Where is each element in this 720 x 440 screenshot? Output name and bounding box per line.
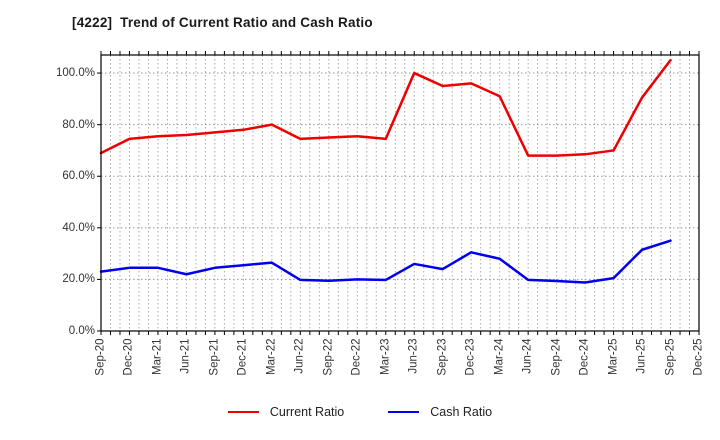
plot-area-border xyxy=(100,54,700,332)
legend: Current Ratio Cash Ratio xyxy=(0,405,720,419)
axis-ticks xyxy=(97,51,700,335)
y-tick-label: 80.0% xyxy=(62,118,95,131)
x-tick-label: Jun-21 xyxy=(179,338,192,374)
x-tick-label: Mar-25 xyxy=(607,338,620,375)
x-tick-label: Sep-25 xyxy=(664,338,677,376)
vertical-gridlines xyxy=(109,55,691,331)
x-tick-label: Dec-25 xyxy=(692,338,705,376)
y-tick-label: 100.0% xyxy=(55,67,95,80)
x-tick-label: Mar-23 xyxy=(379,338,392,375)
series-lines xyxy=(99,58,672,284)
y-tick-label: 20.0% xyxy=(62,273,95,286)
cash-ratio-line xyxy=(99,239,672,284)
x-tick-label: Dec-20 xyxy=(122,338,135,376)
x-tick-label: Dec-23 xyxy=(464,338,477,376)
x-tick-label: Sep-24 xyxy=(550,338,563,376)
legend-label-cash-ratio: Cash Ratio xyxy=(430,405,493,419)
legend-label-current-ratio: Current Ratio xyxy=(269,405,345,419)
y-tick-label: 60.0% xyxy=(62,170,95,183)
x-tick-label: Jun-23 xyxy=(407,338,420,374)
x-tick-label: Mar-22 xyxy=(265,338,278,375)
x-tick-label: Mar-24 xyxy=(493,338,506,375)
legend-item-cash-ratio: Cash Ratio xyxy=(388,405,492,419)
chart-title: [4222] Trend of Current Ratio and Cash R… xyxy=(72,15,373,30)
x-tick-label: Sep-22 xyxy=(322,338,335,376)
x-tick-label: Jun-22 xyxy=(293,338,306,374)
current-ratio-line xyxy=(99,58,672,157)
legend-item-current-ratio: Current Ratio xyxy=(227,405,345,419)
x-tick-label: Dec-21 xyxy=(236,338,249,376)
x-tick-label: Sep-21 xyxy=(208,338,221,376)
x-tick-label: Dec-24 xyxy=(578,338,591,376)
y-tick-label: 40.0% xyxy=(62,221,95,234)
x-tick-label: Mar-21 xyxy=(151,338,164,375)
x-tick-label: Jun-24 xyxy=(521,338,534,374)
y-tick-label: 0.0% xyxy=(68,325,95,337)
x-tick-label: Sep-23 xyxy=(436,338,449,376)
cash-ratio-line-swatch xyxy=(388,411,420,413)
current-ratio-line-swatch xyxy=(227,411,259,413)
x-tick-label: Sep-20 xyxy=(94,338,107,376)
x-tick-label: Jun-25 xyxy=(635,338,648,374)
x-tick-label: Dec-22 xyxy=(350,338,363,376)
